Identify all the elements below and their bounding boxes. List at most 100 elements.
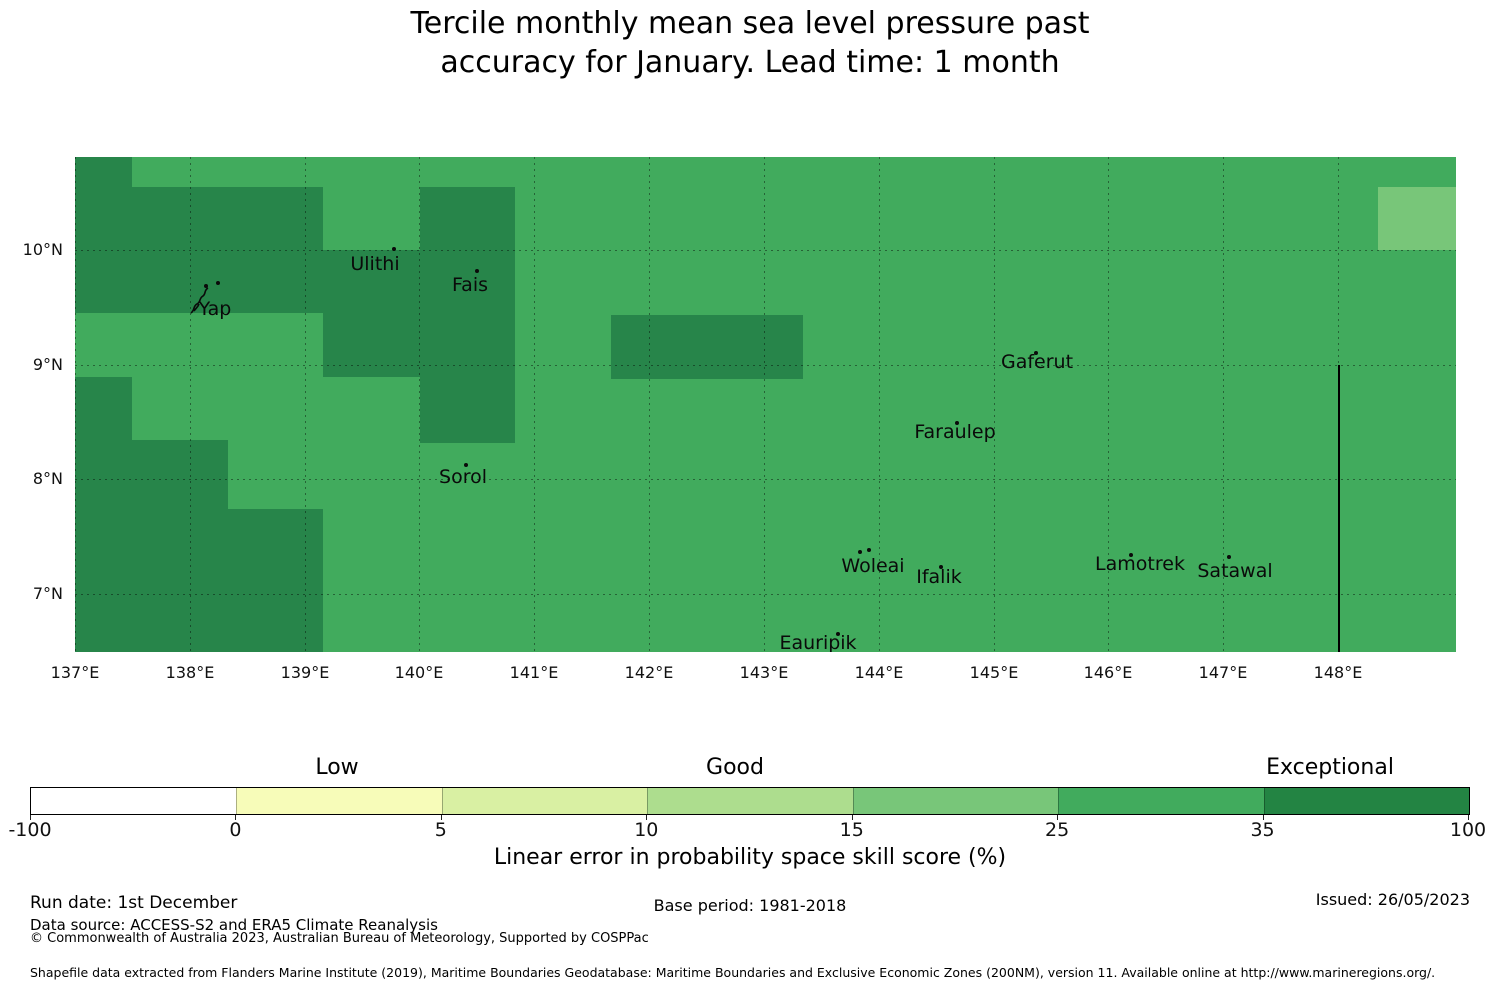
lon-tick-label: 137°E: [50, 663, 100, 682]
island-label-ifalik: Ifalik: [916, 566, 962, 588]
colorbar-boundary-line: [236, 788, 238, 814]
map-gridline-vertical: [1108, 157, 1109, 652]
map-plot-area: Yap Ulithi Fais Sorol Gaferut Faraulep Woleai I…: [75, 157, 1456, 652]
colorbar-segment: [1263, 788, 1469, 814]
island-label-eauripik: Eauripik: [779, 632, 857, 652]
lon-tick-label: 147°E: [1198, 663, 1248, 682]
colorbar-segment: [852, 788, 1059, 814]
island-marker-dot: [1034, 351, 1038, 355]
lon-tick-label: 139°E: [280, 663, 330, 682]
colorbar-segment: [441, 788, 648, 814]
colorbar-tick-mark: [1468, 815, 1469, 820]
colorbar-tick-label: 35: [1250, 819, 1275, 841]
map-gridline-vertical: [649, 157, 650, 652]
colorbar-tick-mark: [1057, 815, 1059, 820]
lon-tick-label: 145°E: [969, 663, 1019, 682]
colorbar-boundary-line: [852, 788, 854, 814]
lat-tick-label: 10°N: [22, 240, 63, 259]
map-region-cell: [1378, 187, 1456, 250]
colorbar-segment: [31, 788, 237, 814]
lon-tick-label: 143°E: [739, 663, 789, 682]
colorbar-tick-label: 10: [634, 819, 659, 841]
colorbar-boundary-line: [1058, 788, 1060, 814]
island-marker-dot: [1227, 555, 1231, 559]
map-gridline-vertical: [879, 157, 880, 652]
data-source-text: Data source: ACCESS-S2 and ERA5 Climate …: [30, 916, 438, 934]
run-date-text: Run date: 1st December: [30, 893, 238, 913]
map-region-cell: [75, 377, 132, 652]
lat-tick-label: 7°N: [32, 584, 63, 603]
island-marker-dot: [204, 284, 208, 288]
colorbar-tick-mark: [440, 815, 442, 820]
map-gridline-vertical: [764, 157, 765, 652]
colorbar-category-label: Good: [706, 755, 764, 780]
figure-title: Tercile monthly mean sea level pressure …: [0, 4, 1500, 82]
map-gridline-vertical: [994, 157, 995, 652]
map-gridline-vertical: [305, 157, 306, 652]
lon-tick-label: 138°E: [165, 663, 215, 682]
eez-boundary-line: [1338, 365, 1340, 652]
island-marker-dot: [475, 269, 479, 273]
colorbar-tick-label: 5: [434, 819, 447, 841]
colorbar-category-label: Low: [315, 755, 359, 780]
map-region-cell: [323, 250, 420, 377]
island-label-woleai: Woleai: [841, 555, 905, 577]
map-gridline-vertical: [1223, 157, 1224, 652]
colorbar-tick-label: 15: [839, 819, 864, 841]
colorbar-boundary-line: [1263, 788, 1265, 814]
island-label-sorol: Sorol: [439, 466, 487, 488]
colorbar-tick-mark: [851, 815, 853, 820]
map-gridline-horizontal: [75, 365, 1456, 366]
island-marker-dot: [1129, 553, 1133, 557]
lon-tick-label: 146°E: [1083, 663, 1133, 682]
island-marker-dot: [836, 632, 840, 636]
shapefile-note-text: Shapefile data extracted from Flanders M…: [30, 965, 1436, 980]
colorbar-boundary-line: [647, 788, 649, 814]
island-label-gaferut: Gaferut: [1000, 351, 1074, 373]
colorbar-category-label: Exceptional: [1266, 755, 1394, 780]
copyright-text: © Commonwealth of Australia 2023, Austra…: [30, 931, 649, 946]
island-marker-dot: [392, 247, 396, 251]
title-line-1: Tercile monthly mean sea level pressure …: [410, 6, 1090, 41]
lon-tick-label: 148°E: [1313, 663, 1363, 682]
colorbar-tick-mark: [30, 815, 31, 820]
map-gridline-vertical: [534, 157, 535, 652]
island-marker-dot: [955, 421, 959, 425]
colorbar-boundary-line: [441, 788, 443, 814]
colorbar: [30, 787, 1470, 815]
island-label-satawal: Satawal: [1197, 560, 1273, 582]
title-line-2: accuracy for January. Lead time: 1 month: [440, 45, 1060, 80]
colorbar-tick-label: 25: [1045, 819, 1070, 841]
island-label-yap: Yap: [198, 298, 232, 320]
colorbar-segment: [647, 788, 853, 814]
island-marker-dot: [867, 548, 871, 552]
base-period-text: Base period: 1981-2018: [653, 896, 847, 915]
island-marker-dot: [464, 463, 468, 467]
lat-tick-label: 9°N: [32, 355, 63, 374]
map-region-cell: [132, 440, 228, 652]
colorbar-tick-mark: [235, 815, 237, 820]
map-gridline-vertical: [75, 157, 76, 652]
map-region-cell: [75, 157, 132, 313]
map-region-cell: [228, 509, 323, 652]
colorbar-segment: [236, 788, 442, 814]
colorbar-axis-label: Linear error in probability space skill …: [493, 845, 1007, 870]
island-marker-dot: [216, 281, 220, 285]
issued-date-text: Issued: 26/05/2023: [1315, 890, 1470, 909]
map-region-cell: [420, 187, 515, 443]
map-region-cell: [132, 187, 323, 313]
lon-tick-label: 141°E: [509, 663, 559, 682]
colorbar-tick-label: -100: [8, 819, 52, 841]
island-marker-dot: [858, 550, 862, 554]
island-label-ulithi: Ulithi: [350, 253, 400, 275]
colorbar-tick-mark: [1262, 815, 1264, 820]
island-label-lamotrek: Lamotrek: [1095, 553, 1185, 575]
lon-tick-label: 140°E: [394, 663, 444, 682]
island-marker-dot: [939, 565, 943, 569]
lat-tick-label: 8°N: [32, 469, 63, 488]
lon-tick-label: 142°E: [624, 663, 674, 682]
map-gridline-vertical: [419, 157, 420, 652]
colorbar-tick-mark: [646, 815, 648, 820]
lon-tick-label: 144°E: [854, 663, 904, 682]
